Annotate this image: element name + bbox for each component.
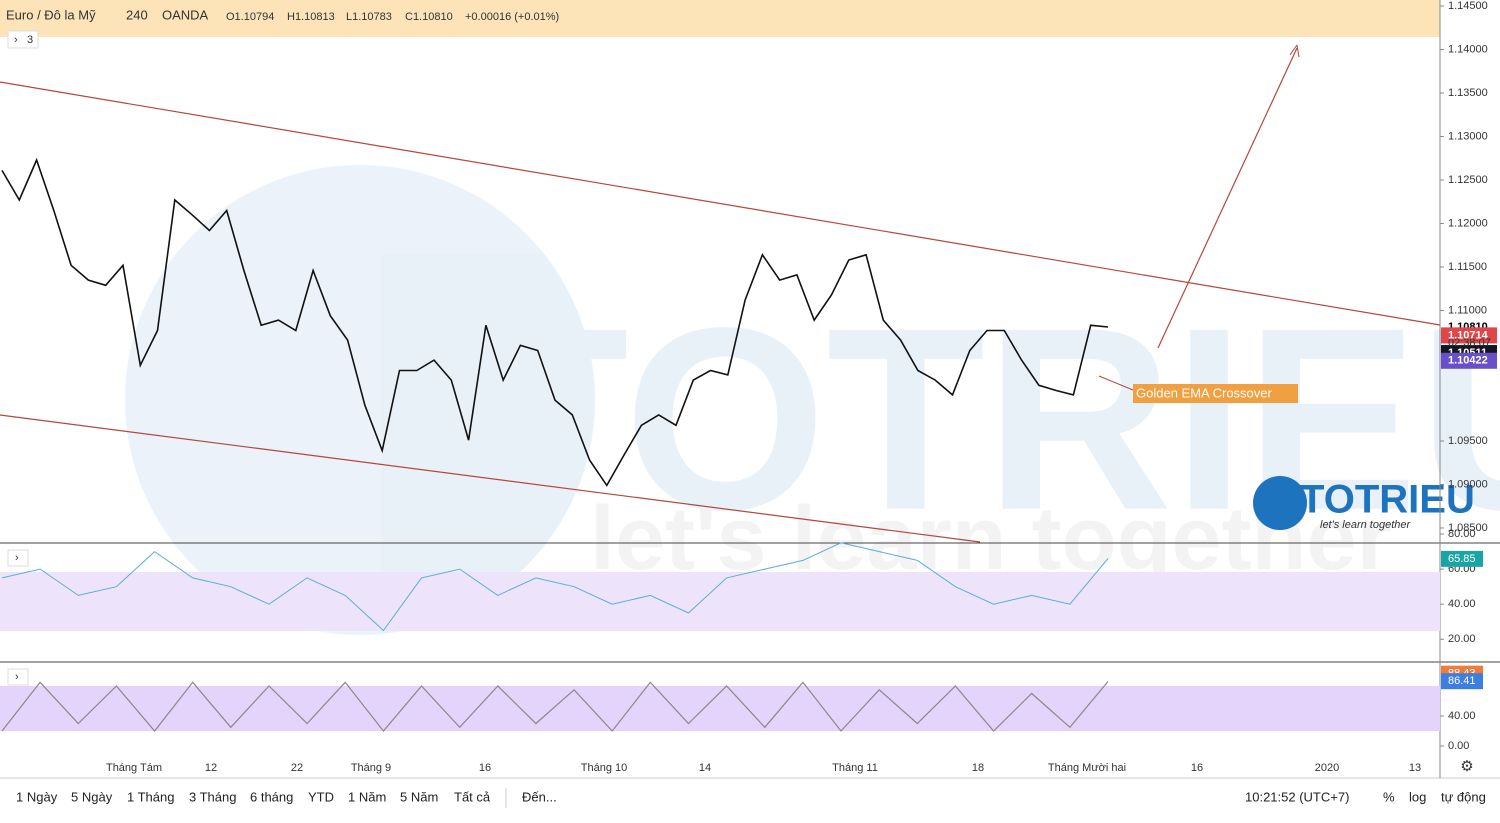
time-label: 13: [1409, 762, 1421, 774]
annotation-arrow: [1098, 375, 1134, 391]
channel-lower: [0, 414, 981, 543]
source: OANDA: [162, 7, 209, 22]
arrow-head: [1289, 44, 1300, 58]
indicator-toggle[interactable]: [7, 30, 39, 49]
price-label: 1.12000: [1448, 217, 1488, 229]
range-button[interactable]: YTD: [308, 789, 334, 804]
ohlc-change: +0.00016 (+0.01%): [465, 11, 559, 23]
price-label: 1.11500: [1448, 261, 1487, 273]
channel-upper: [0, 81, 1441, 326]
time-label: Tháng 9: [351, 762, 391, 774]
rsi-badge-label: 65.85: [1448, 553, 1476, 565]
interval: 240: [126, 7, 148, 22]
range-button[interactable]: 1 Ngày: [16, 789, 58, 804]
rsi-tick-label: 20.00: [1448, 633, 1476, 645]
time-label: Tháng Tám: [106, 762, 162, 774]
stoch-tick-label: 40.00: [1448, 710, 1476, 722]
logo: TOTRIEU let's learn together: [1253, 476, 1475, 531]
range-button[interactable]: 5 Năm: [400, 789, 438, 804]
logo-slogan: let's learn together: [1320, 519, 1411, 531]
projection-arrow: [1157, 47, 1298, 349]
watermark-brand: TOTRIEU: [470, 275, 1500, 565]
goto-button[interactable]: Đến...: [522, 789, 557, 804]
symbol: Euro / Đô la Mỹ: [6, 7, 96, 22]
auto-toggle[interactable]: tự động: [1441, 789, 1486, 804]
time-label: 2020: [1315, 762, 1339, 774]
rsi-line: [1, 542, 1109, 632]
range-button[interactable]: 5 Ngày: [71, 789, 113, 804]
time-label: 16: [1191, 762, 1203, 774]
time-label: Tháng 11: [832, 762, 878, 774]
price-label: 1.11000: [1448, 304, 1487, 316]
stoch-badge: [1441, 673, 1483, 690]
percent-toggle[interactable]: %: [1383, 789, 1395, 804]
time-label: 12: [205, 762, 217, 774]
stoch-tick-label: 0.00: [1448, 740, 1469, 752]
rsi-tick-label: 40.00: [1448, 598, 1476, 610]
price-label: 1.14000: [1448, 43, 1488, 55]
countdown: 02:38:07: [1448, 337, 1491, 349]
pane-toggle[interactable]: [7, 668, 29, 686]
clock: 10:21:52 (UTC+7): [1245, 789, 1349, 804]
ohlc-high: H1.10813: [287, 11, 335, 23]
time-label: 14: [699, 762, 711, 774]
price-label: 1.09000: [1448, 478, 1488, 490]
price-badge-label: 1.10714: [1448, 329, 1489, 341]
indicator-count: 3: [27, 34, 33, 46]
stoch-badge-label: 86.41: [1448, 675, 1476, 687]
price-badge-label: 1.10422: [1448, 355, 1488, 367]
time-label: Tháng 10: [581, 762, 627, 774]
header-band: [0, 0, 1440, 37]
price-label: 1.08500: [1448, 522, 1488, 534]
rsi-band: [0, 572, 1440, 631]
price-label: 1.14500: [1448, 0, 1488, 12]
rsi-badge: [1441, 550, 1483, 567]
range-button[interactable]: Tất cả: [454, 789, 491, 804]
time-label: 22: [291, 762, 303, 774]
ohlc-open: O1.10794: [226, 11, 274, 23]
pane-toggle-icon: ›: [15, 671, 19, 683]
range-button[interactable]: 1 Năm: [348, 789, 386, 804]
ohlc-low: L1.10783: [346, 11, 392, 23]
price-label: 1.09500: [1448, 435, 1488, 447]
indicator-count: ›: [14, 34, 18, 46]
stoch-band: [0, 686, 1440, 731]
annotation-box: [1133, 384, 1298, 403]
range-button[interactable]: 1 Tháng: [127, 789, 174, 804]
annotation: Golden EMA Crossover: [1136, 385, 1273, 400]
price-label: 1.13500: [1448, 87, 1488, 99]
header: Euro / Đô la Mỹ 240 OANDA O1.10794 H1.10…: [6, 7, 559, 686]
price-badge: [1441, 327, 1497, 344]
time-label: 16: [479, 762, 491, 774]
rsi-tick-label: 80.00: [1448, 528, 1476, 540]
logo-brand: TOTRIEU: [1300, 478, 1475, 522]
time-label: 18: [972, 762, 984, 774]
price-label: 1.13000: [1448, 130, 1488, 142]
log-toggle[interactable]: log: [1409, 789, 1426, 804]
range-button[interactable]: 6 tháng: [250, 789, 293, 804]
price-badge: [1441, 352, 1497, 369]
time-label: Tháng Mười hai: [1048, 762, 1126, 774]
stoch-line: [1, 681, 1109, 732]
pane-toggle-icon: ›: [15, 552, 19, 564]
price-line: [1, 157, 1109, 487]
pane-toggle[interactable]: [7, 549, 29, 567]
ohlc-close: C1.10810: [405, 11, 453, 23]
price-label: 1.12500: [1448, 174, 1488, 186]
range-button[interactable]: 3 Tháng: [189, 789, 236, 804]
settings-icon[interactable]: ⚙: [1460, 758, 1473, 775]
